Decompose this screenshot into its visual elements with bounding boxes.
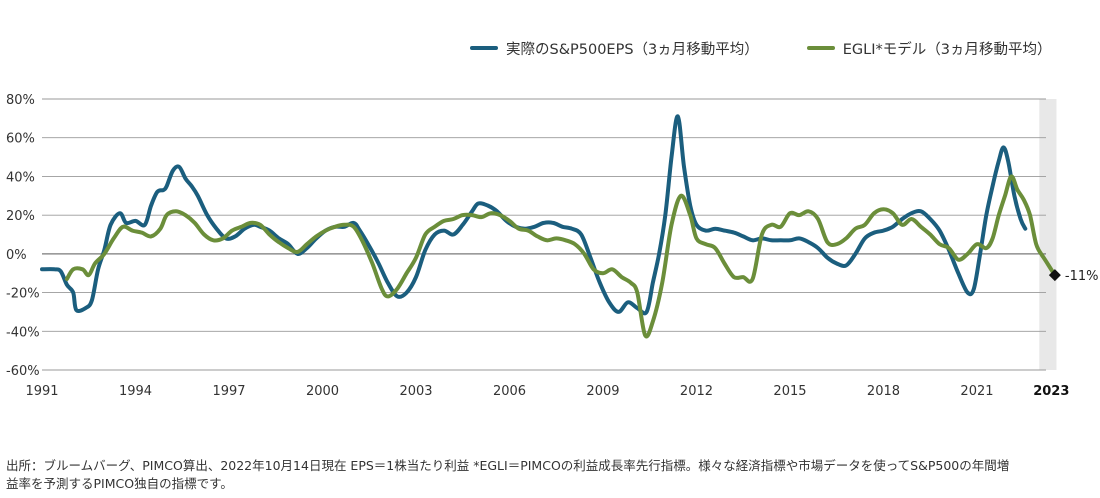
forecast-diamond-marker <box>1048 269 1061 282</box>
legend-swatch-egli-model <box>806 46 835 50</box>
series-line-actual-eps <box>40 114 1028 316</box>
y-tick-label-4: 0% <box>6 248 27 263</box>
y-tick-label-5: -20% <box>6 287 40 302</box>
y-tick-label-0: 80% <box>6 93 35 108</box>
plot-area: 80% 60% 40% 20% 0% -20% -40% -60% 1991 1994 1997 20… <box>6 93 1099 399</box>
legend-label-actual-eps: 実際のS&P500EPS（3ヵ月移動平均） <box>506 41 759 58</box>
y-tick-label-2: 40% <box>6 170 35 185</box>
footnote-line-1: 出所：ブルームバーグ、PIMCO算出、2022年10月14日現在 EPS＝1株当… <box>6 458 1010 473</box>
y-tick-label-6: -40% <box>6 325 40 340</box>
forecast-shaded-region <box>1039 99 1057 370</box>
y-tick-label-1: 60% <box>6 132 35 147</box>
forecast-value-label: -11% <box>1065 269 1099 284</box>
series-line-egli-model <box>64 174 1045 339</box>
chart-legend: 実際のS&P500EPS（3ヵ月移動平均） EGLI*モデル（3ヵ月移動平均） <box>470 36 1052 60</box>
x-tick-label-5: 2006 <box>493 384 526 399</box>
footnote-line-2: 益率を予測するPIMCO独自の指標です。 <box>6 476 233 491</box>
x-tick-label-9: 2018 <box>867 384 900 399</box>
x-tick-label-8: 2015 <box>773 384 806 399</box>
y-tick-label-7: -60% <box>6 364 40 379</box>
legend-item-egli-model: EGLI*モデル（3ヵ月移動平均） <box>806 38 1052 59</box>
x-tick-label-7: 2012 <box>680 384 713 399</box>
x-tick-label-10: 2021 <box>960 384 993 399</box>
y-tick-label-3: 20% <box>6 209 35 224</box>
x-tick-label-2: 1997 <box>212 384 245 399</box>
x-tick-label-3: 2000 <box>306 384 339 399</box>
legend-swatch-actual-eps <box>470 46 498 50</box>
x-tick-label-4: 2003 <box>399 384 432 399</box>
legend-item-actual-eps: 実際のS&P500EPS（3ヵ月移動平均） <box>470 38 759 59</box>
x-tick-label-1: 1994 <box>119 384 152 399</box>
x-tick-label-6: 2009 <box>586 384 619 399</box>
x-tick-label-0: 1991 <box>25 384 58 399</box>
footnote: 出所：ブルームバーグ、PIMCO算出、2022年10月14日現在 EPS＝1株当… <box>6 457 1096 493</box>
legend-label-egli-model: EGLI*モデル（3ヵ月移動平均） <box>842 41 1052 58</box>
x-tick-label-11: 2023 <box>1033 384 1069 399</box>
